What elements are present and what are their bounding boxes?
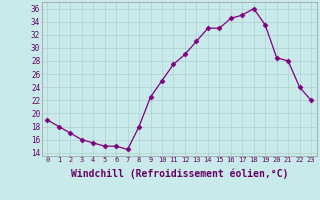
X-axis label: Windchill (Refroidissement éolien,°C): Windchill (Refroidissement éolien,°C) — [70, 169, 288, 179]
